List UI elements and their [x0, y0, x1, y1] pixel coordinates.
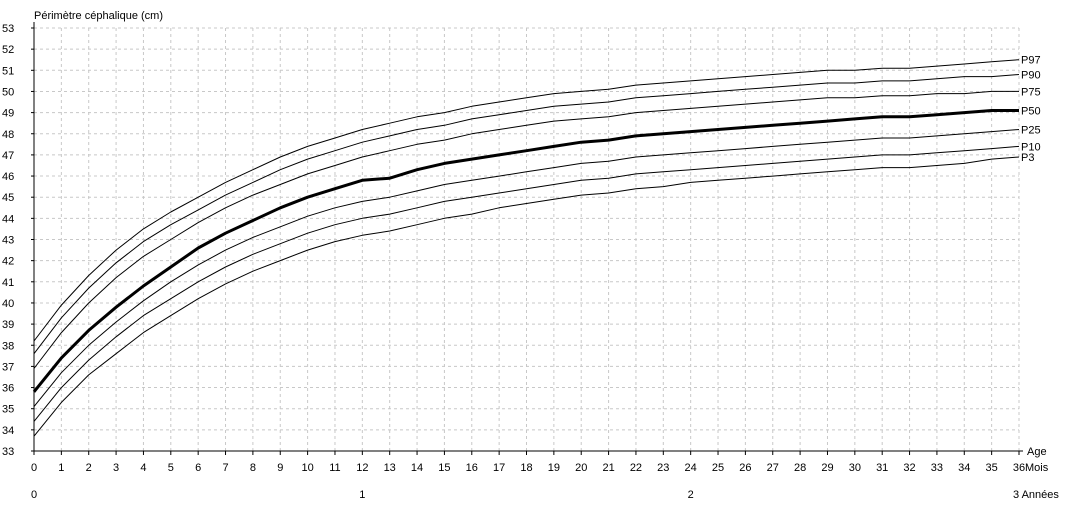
y-tick-label: 44 — [2, 213, 14, 225]
x-tick-label: 26 — [739, 462, 751, 474]
x-tick-label: 35 — [986, 462, 998, 474]
x-year-label: 3 Années — [1013, 489, 1059, 501]
x-tick-label: 34 — [958, 462, 970, 474]
y-tick-label: 38 — [2, 340, 14, 352]
x-tick-label: 30 — [849, 462, 861, 474]
x-year-label: 1 — [359, 489, 365, 501]
x-tick-label: 8 — [250, 462, 256, 474]
x-tick-label: 0 — [31, 462, 37, 474]
y-tick-label: 49 — [2, 108, 14, 120]
y-tick-label: 37 — [2, 361, 14, 373]
y-tick-label: 45 — [2, 192, 14, 204]
x-tick-label: 31 — [876, 462, 888, 474]
x-tick-label: 6 — [195, 462, 201, 474]
y-tick-label: 40 — [2, 298, 14, 310]
x-tick-label: 24 — [685, 462, 697, 474]
y-tick-label: 51 — [2, 65, 14, 77]
percentile-series — [32, 59, 1020, 437]
series-label-p90: P90 — [1021, 70, 1041, 82]
series-label-p75: P75 — [1021, 86, 1041, 98]
x-tick-label: 5 — [168, 462, 174, 474]
x-tick-label: 2 — [86, 462, 92, 474]
x-tick-label: 1 — [58, 462, 64, 474]
series-label-p97: P97 — [1021, 55, 1041, 67]
x-tick-label: 23 — [657, 462, 669, 474]
x-tick-label: 21 — [602, 462, 614, 474]
x-tick-label: 33 — [931, 462, 943, 474]
y-tick-label: 33 — [2, 446, 14, 458]
series-line-p50 — [32, 109, 1019, 393]
series-label-p25: P25 — [1021, 125, 1041, 137]
y-tick-label: 46 — [2, 171, 14, 183]
x-tick-label: 16 — [466, 462, 478, 474]
grid-lines — [34, 27, 1020, 451]
x-unit-months-label: Mois — [1025, 462, 1049, 474]
x-tick-label: 15 — [438, 462, 450, 474]
x-tick-label: 14 — [411, 462, 423, 474]
y-tick-label: 36 — [2, 383, 14, 395]
y-tick-label: 52 — [2, 44, 14, 56]
y-tick-label: 53 — [2, 23, 14, 35]
x-tick-label: 29 — [821, 462, 833, 474]
series-line-p10 — [33, 145, 1020, 422]
x-year-label: 0 — [31, 489, 37, 501]
y-tick-label: 39 — [2, 319, 14, 331]
series-line-p97 — [33, 59, 1020, 342]
y-tick-label: 42 — [2, 256, 14, 268]
tick-labels: 3334353637383940414243444546474849505152… — [2, 23, 1059, 501]
x-tick-label: 27 — [767, 462, 779, 474]
series-line-p75 — [33, 90, 1019, 369]
series-line-p25 — [33, 129, 1020, 407]
y-tick-label: 35 — [2, 404, 14, 416]
series-label-p3: P3 — [1021, 152, 1034, 164]
x-tick-label: 9 — [277, 462, 283, 474]
x-tick-label: 18 — [520, 462, 532, 474]
x-tick-label: 36 — [1013, 462, 1025, 474]
series-line-p3 — [33, 156, 1020, 437]
x-tick-label: 10 — [301, 462, 313, 474]
y-tick-label: 34 — [2, 425, 14, 437]
y-tick-label: 43 — [2, 235, 14, 247]
series-label-p50: P50 — [1021, 105, 1041, 117]
x-tick-label: 12 — [356, 462, 368, 474]
x-tick-label: 17 — [493, 462, 505, 474]
x-axis-label: Age — [1027, 446, 1047, 458]
x-tick-label: 28 — [794, 462, 806, 474]
x-tick-label: 25 — [712, 462, 724, 474]
x-tick-label: 11 — [329, 462, 340, 474]
x-tick-label: 4 — [140, 462, 146, 474]
series-label-p10: P10 — [1021, 141, 1041, 153]
x-tick-label: 7 — [222, 462, 228, 474]
x-tick-label: 3 — [113, 462, 119, 474]
series-line-p90 — [33, 74, 1020, 355]
axes — [31, 22, 1023, 455]
y-tick-label: 48 — [2, 129, 14, 141]
x-tick-label: 19 — [548, 462, 560, 474]
x-tick-label: 20 — [575, 462, 587, 474]
x-tick-label: 22 — [630, 462, 642, 474]
chart-title: Périmètre céphalique (cm) — [34, 10, 163, 22]
x-tick-label: 32 — [903, 462, 915, 474]
y-tick-label: 47 — [2, 150, 14, 162]
x-tick-label: 13 — [384, 462, 396, 474]
y-tick-label: 50 — [2, 86, 14, 98]
y-tick-label: 41 — [2, 277, 14, 289]
x-year-label: 2 — [688, 489, 694, 501]
